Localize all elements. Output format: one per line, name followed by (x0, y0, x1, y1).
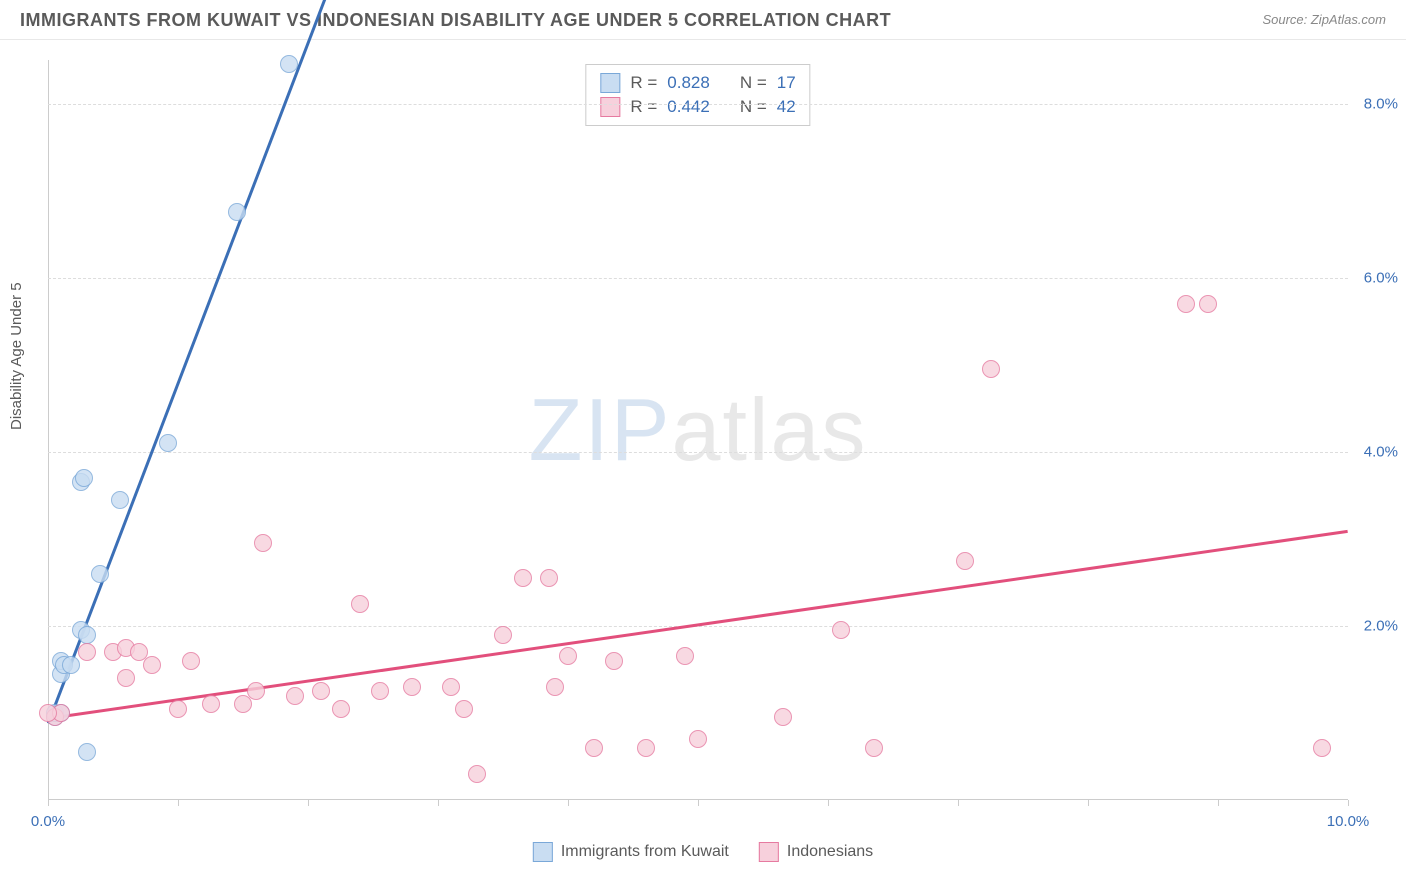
data-point (689, 730, 707, 748)
r-value: 0.828 (667, 73, 710, 93)
data-point (351, 595, 369, 613)
data-point (91, 565, 109, 583)
x-tick (1218, 800, 1219, 806)
data-point (865, 739, 883, 757)
data-point (832, 621, 850, 639)
x-tick (828, 800, 829, 806)
gridline (48, 626, 1348, 627)
trend-line (47, 0, 335, 723)
data-point (117, 669, 135, 687)
data-point (540, 569, 558, 587)
data-point (182, 652, 200, 670)
data-point (468, 765, 486, 783)
legend-swatch (600, 97, 620, 117)
stats-row: R = 0.442 N = 42 (600, 95, 795, 119)
data-point (455, 700, 473, 718)
data-point (202, 695, 220, 713)
y-tick-label: 8.0% (1364, 95, 1398, 112)
source-label: Source: (1262, 12, 1310, 27)
y-tick-label: 2.0% (1364, 617, 1398, 634)
r-value: 0.442 (667, 97, 710, 117)
gridline (48, 452, 1348, 453)
data-point (514, 569, 532, 587)
y-axis-line (48, 60, 49, 800)
watermark-zip: ZIP (529, 380, 672, 479)
n-label: N = (740, 97, 767, 117)
data-point (982, 360, 1000, 378)
data-point (956, 552, 974, 570)
data-point (559, 647, 577, 665)
x-tick (568, 800, 569, 806)
data-point (403, 678, 421, 696)
watermark-atlas: atlas (672, 380, 868, 479)
legend-label: Indonesians (787, 843, 873, 861)
data-point (169, 700, 187, 718)
legend-swatch (600, 73, 620, 93)
data-point (78, 626, 96, 644)
data-point (280, 55, 298, 73)
legend-item: Indonesians (759, 842, 873, 862)
data-point (637, 739, 655, 757)
chart-title: IMMIGRANTS FROM KUWAIT VS INDONESIAN DIS… (20, 10, 891, 30)
data-point (585, 739, 603, 757)
x-tick (1348, 800, 1349, 806)
source-name: ZipAtlas.com (1311, 12, 1386, 27)
n-value: 42 (777, 97, 796, 117)
data-point (247, 682, 265, 700)
x-tick (48, 800, 49, 806)
data-point (78, 743, 96, 761)
y-tick-label: 4.0% (1364, 443, 1398, 460)
data-point (62, 656, 80, 674)
data-point (143, 656, 161, 674)
data-point (774, 708, 792, 726)
y-axis-label: Disability Age Under 5 (8, 282, 25, 430)
data-point (442, 678, 460, 696)
legend-label: Immigrants from Kuwait (561, 843, 729, 861)
y-tick-label: 6.0% (1364, 269, 1398, 286)
x-tick (178, 800, 179, 806)
stats-row: R = 0.828 N = 17 (600, 71, 795, 95)
data-point (312, 682, 330, 700)
n-value: 17 (777, 73, 796, 93)
data-point (676, 647, 694, 665)
data-point (254, 534, 272, 552)
legend-swatch (533, 842, 553, 862)
data-point (39, 704, 57, 722)
x-tick (308, 800, 309, 806)
x-tick-label: 10.0% (1327, 813, 1370, 830)
watermark: ZIPatlas (529, 379, 868, 481)
data-point (78, 643, 96, 661)
n-label: N = (740, 73, 767, 93)
data-point (75, 469, 93, 487)
data-point (286, 687, 304, 705)
data-point (546, 678, 564, 696)
data-point (605, 652, 623, 670)
gridline (48, 278, 1348, 279)
data-point (1199, 295, 1217, 313)
x-tick-label: 0.0% (31, 813, 65, 830)
x-tick (1088, 800, 1089, 806)
data-point (332, 700, 350, 718)
source-attribution: Source: ZipAtlas.com (1262, 12, 1386, 27)
scatter-plot: ZIPatlas R =0.828N =17R =0.442N =42 2.0%… (48, 60, 1348, 800)
data-point (1177, 295, 1195, 313)
x-tick (698, 800, 699, 806)
r-label: R = (630, 73, 657, 93)
data-point (371, 682, 389, 700)
bottom-legend: Immigrants from Kuwait Indonesians (533, 842, 873, 862)
stats-legend-box: R = 0.828 N = 17 R = 0.442 N = 42 (585, 64, 810, 126)
gridline (48, 104, 1348, 105)
r-label: R = (630, 97, 657, 117)
x-tick (958, 800, 959, 806)
data-point (1313, 739, 1331, 757)
data-point (159, 434, 177, 452)
x-tick (438, 800, 439, 806)
legend-swatch (759, 842, 779, 862)
data-point (494, 626, 512, 644)
data-point (228, 203, 246, 221)
data-point (111, 491, 129, 509)
legend-item: Immigrants from Kuwait (533, 842, 729, 862)
title-bar: IMMIGRANTS FROM KUWAIT VS INDONESIAN DIS… (0, 0, 1406, 40)
